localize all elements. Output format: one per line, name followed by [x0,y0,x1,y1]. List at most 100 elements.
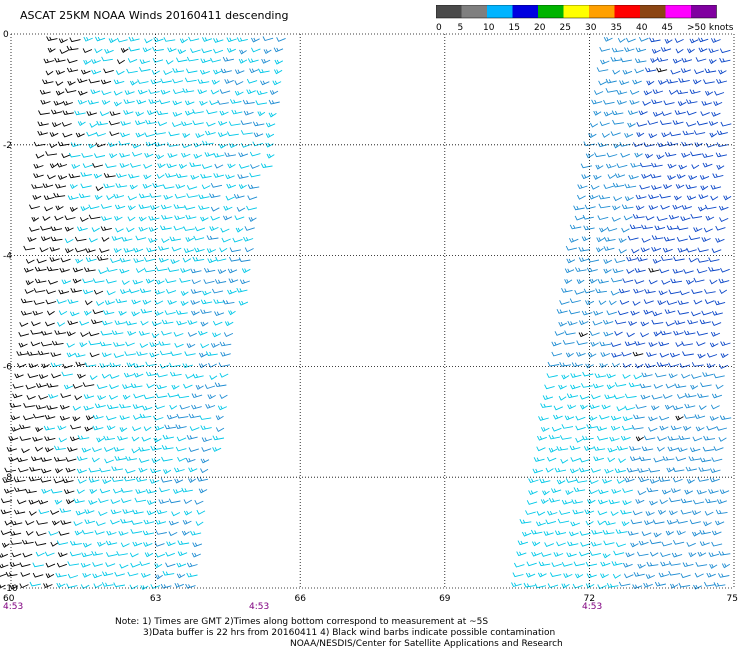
wind-barb [121,236,133,242]
wind-barb [581,310,593,316]
wind-barb [691,164,700,170]
wind-barb [92,425,104,431]
wind-barb [92,309,104,315]
wind-barb [31,216,40,222]
wind-barb [146,383,155,389]
wind-barb [49,163,58,169]
wind-barb [186,193,198,198]
wind-barb [683,330,696,336]
wind-barb [20,310,32,316]
wind-barb [186,56,199,62]
wind-barb [703,521,712,527]
wind-barb [558,395,567,401]
wind-barb [168,531,178,537]
wind-barb [551,341,562,347]
wind-barb [273,47,284,53]
wind-barb [106,267,118,272]
wind-barb [651,319,664,325]
wind-barb [223,332,234,337]
wind-barb [610,342,622,347]
wind-barb [47,47,56,53]
wind-barb [182,257,192,263]
wind-barb [67,195,79,201]
wind-barb [120,542,130,548]
wind-barb [624,183,637,189]
wind-barb [158,257,169,263]
wind-barb [652,111,663,117]
wind-barb [234,215,245,221]
wind-barb [570,373,582,378]
wind-barb [131,448,140,454]
wind-barb [96,437,105,443]
wind-barb [126,68,138,74]
wind-barb [611,561,623,566]
wind-barb [697,353,706,359]
wind-barb [588,194,599,200]
wind-barb [595,288,607,294]
wind-barb [35,427,43,433]
wind-barb [193,142,203,148]
wind-barb [689,38,699,44]
wind-barb [716,164,725,170]
wind-barb [46,266,59,272]
wind-barb [597,510,608,516]
wind-barb [187,332,197,337]
wind-barb [619,80,630,85]
wind-barb [680,216,691,222]
wind-barb [156,110,169,116]
wind-barb [139,343,149,349]
wind-barb [606,582,619,588]
wind-barb [709,342,719,348]
wind-barb [624,196,634,202]
wind-barb [676,518,688,524]
wind-barb [525,510,536,515]
wind-barb [234,80,244,86]
wind-barb [624,133,634,138]
wind-barb [93,583,103,589]
wind-barb [57,175,68,180]
wind-barb [160,78,172,84]
wind-barb [210,343,220,348]
wind-barb [101,373,110,379]
wind-barb [673,256,685,262]
wind-barb [109,384,119,390]
wind-barb [176,436,187,442]
wind-barb [67,561,80,566]
wind-barb [597,489,609,495]
wind-barb [85,415,95,421]
wind-barb [100,226,112,231]
wind-barb [77,90,88,96]
wind-barb [670,425,682,431]
wind-barb [676,530,686,536]
wind-barb [210,182,223,188]
wind-barb [98,511,108,516]
wind-barb [652,89,664,95]
wind-barb [200,343,210,349]
wind-barb [141,436,151,442]
wind-barb [640,247,650,253]
wind-barb [228,143,238,148]
wind-barb [119,563,129,569]
wind-barb [628,321,638,326]
wind-barb [613,394,625,400]
wind-barb [43,58,55,64]
wind-barb [56,582,66,588]
wind-barb [130,528,143,534]
wind-barb [597,584,607,590]
wind-barb [698,467,710,472]
wind-barb [89,352,100,358]
wind-barb [182,133,191,138]
wind-barb [185,583,196,589]
wind-barb [105,540,118,546]
wind-barb [154,311,164,316]
wind-barb [114,455,126,461]
wind-barb [136,99,147,105]
wind-barb [711,248,722,254]
wind-barb [595,164,604,170]
wind-barb [116,551,128,556]
wind-barb [6,446,17,452]
wind-barb [556,308,568,314]
wind-barb [693,299,703,305]
wind-barb [534,583,547,589]
wind-barb [156,372,168,378]
